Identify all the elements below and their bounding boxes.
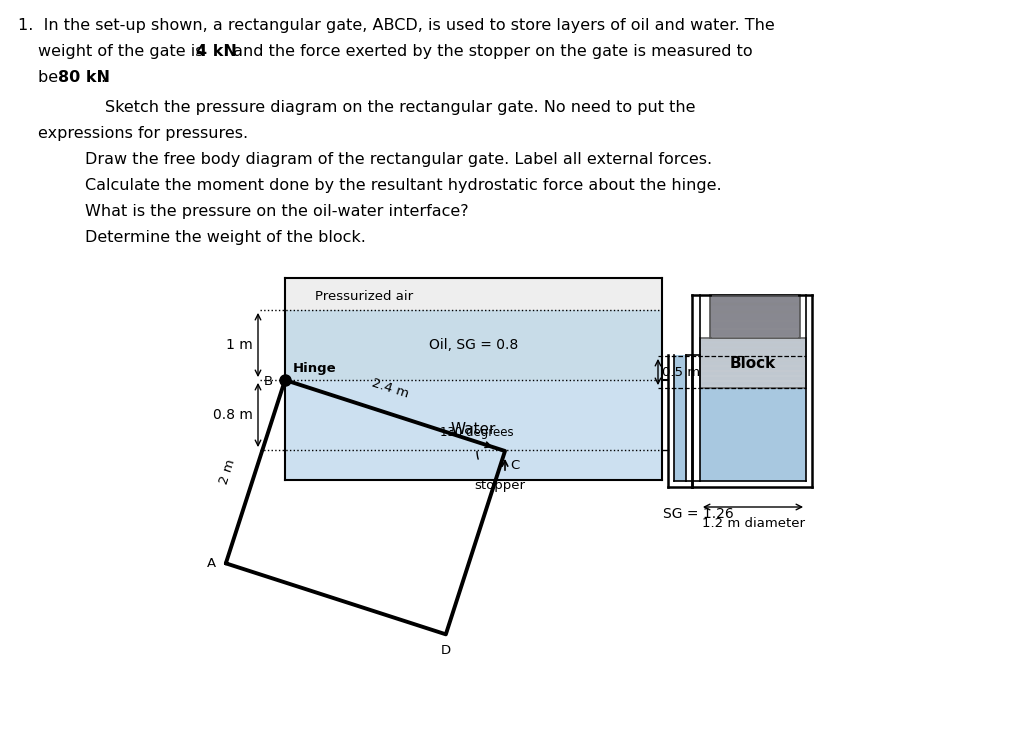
- Text: 1.  In the set-up shown, a rectangular gate, ABCD, is used to store layers of oi: 1. In the set-up shown, a rectangular ga…: [18, 18, 775, 33]
- Text: 1 m: 1 m: [227, 338, 253, 352]
- Text: Water: Water: [450, 423, 497, 438]
- Text: 2.4 m: 2.4 m: [369, 377, 410, 400]
- Bar: [710, 295, 800, 338]
- Text: Oil, SG = 0.8: Oil, SG = 0.8: [429, 338, 518, 352]
- Text: 4 kN: 4 kN: [196, 44, 237, 59]
- Text: B: B: [264, 375, 273, 388]
- Text: 80 kN: 80 kN: [58, 70, 110, 85]
- Text: .: .: [100, 70, 105, 85]
- Text: SG = 1.26: SG = 1.26: [663, 507, 734, 521]
- Text: C: C: [510, 459, 519, 472]
- Bar: [674, 355, 686, 481]
- Text: and the force exerted by the stopper on the gate is measured to: and the force exerted by the stopper on …: [228, 44, 753, 59]
- Text: Determine the weight of the block.: Determine the weight of the block.: [85, 230, 366, 245]
- Text: Block: Block: [729, 355, 776, 371]
- Text: 2 m: 2 m: [218, 458, 237, 486]
- Text: Sketch the pressure diagram on the rectangular gate. No need to put the: Sketch the pressure diagram on the recta…: [105, 100, 696, 115]
- Bar: [285, 310, 662, 380]
- Text: Pressurized air: Pressurized air: [315, 290, 413, 303]
- Bar: [285, 278, 662, 310]
- Text: 1.2 m diameter: 1.2 m diameter: [702, 517, 804, 530]
- Text: 0.8 m: 0.8 m: [213, 408, 253, 422]
- Text: weight of the gate is: weight of the gate is: [38, 44, 208, 59]
- Text: Draw the free body diagram of the rectangular gate. Label all external forces.: Draw the free body diagram of the rectan…: [85, 152, 712, 167]
- Text: be: be: [38, 70, 64, 85]
- Text: stopper: stopper: [474, 479, 525, 492]
- Text: 130 degrees: 130 degrees: [440, 426, 514, 439]
- Text: What is the pressure on the oil-water interface?: What is the pressure on the oil-water in…: [85, 204, 469, 219]
- Text: Calculate the moment done by the resultant hydrostatic force about the hinge.: Calculate the moment done by the resulta…: [85, 178, 721, 193]
- Text: Hinge: Hinge: [293, 362, 337, 375]
- Text: D: D: [441, 644, 450, 658]
- Text: expressions for pressures.: expressions for pressures.: [38, 126, 248, 141]
- Bar: [700, 388, 806, 481]
- Text: A: A: [206, 557, 215, 570]
- Bar: [285, 380, 662, 480]
- Text: 0.5 m: 0.5 m: [662, 366, 700, 378]
- Bar: [700, 338, 806, 388]
